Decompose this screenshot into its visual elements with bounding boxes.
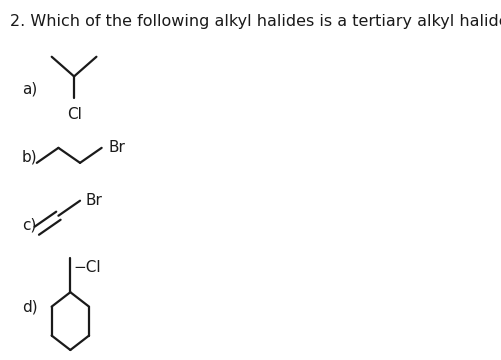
Text: d): d) — [22, 299, 38, 314]
Text: Br: Br — [86, 193, 102, 207]
Text: −Cl: −Cl — [73, 260, 101, 275]
Text: Cl: Cl — [67, 107, 81, 122]
Text: c): c) — [22, 217, 36, 232]
Text: 2. Which of the following alkyl halides is a tertiary alkyl halide?: 2. Which of the following alkyl halides … — [10, 14, 501, 29]
Text: a): a) — [22, 81, 37, 96]
Text: b): b) — [22, 149, 38, 164]
Text: Br: Br — [108, 140, 125, 155]
